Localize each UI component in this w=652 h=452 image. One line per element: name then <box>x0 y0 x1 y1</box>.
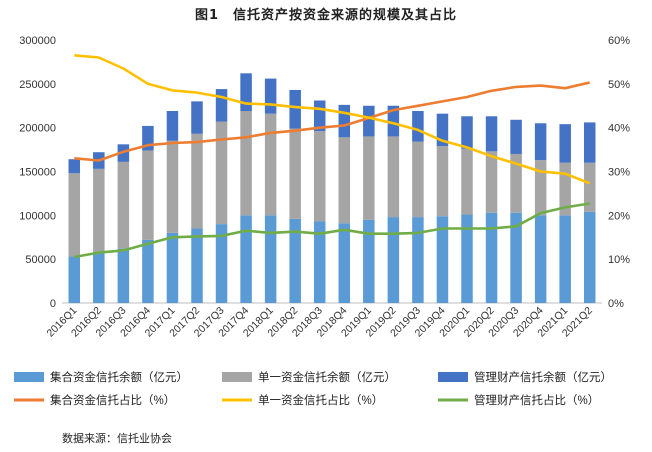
bar-1 <box>117 248 130 303</box>
bar-2 <box>142 150 154 240</box>
legend-label: 管理财产信托占比（%） <box>474 393 599 407</box>
bar-1 <box>68 256 81 303</box>
bar-3 <box>559 124 571 163</box>
chart-title: 图1 信托资产按资金来源的规模及其占比 <box>194 8 458 23</box>
bar-1 <box>338 223 351 303</box>
bar-3 <box>387 105 400 137</box>
bar-1 <box>264 215 277 303</box>
bar-2 <box>166 140 179 233</box>
bar-3 <box>338 104 351 138</box>
legend-label: 集合资金信托余额（亿元） <box>50 370 188 384</box>
bar-2 <box>412 141 424 218</box>
bar-1 <box>166 232 179 303</box>
bar-2 <box>338 137 351 224</box>
bar-1 <box>534 215 547 303</box>
bar-1 <box>313 221 326 303</box>
x-tick-labels: 2016Q12016Q22016Q32016Q42017Q12017Q22017… <box>44 305 594 340</box>
y-right-tick-label: 0% <box>608 298 624 310</box>
legend-label: 管理财产信托余额（亿元） <box>474 370 612 384</box>
y-left-tick-label: 250000 <box>19 79 56 91</box>
y-left-tick-label: 50000 <box>25 254 56 266</box>
bar-2 <box>461 148 473 215</box>
bar-1 <box>510 212 522 303</box>
bar-2 <box>534 160 547 216</box>
y-right-tick-label: 60% <box>608 35 630 47</box>
bar-3 <box>215 89 228 122</box>
bar-1 <box>583 211 596 303</box>
y-left-tick-label: 300000 <box>19 35 56 47</box>
bar-1 <box>461 214 473 303</box>
y-right-tick-label: 50% <box>608 79 630 91</box>
bar-2 <box>485 151 498 213</box>
bar-2 <box>289 128 301 219</box>
bar-2 <box>510 153 522 213</box>
bar-1 <box>240 215 252 303</box>
bar-3 <box>461 116 473 149</box>
legend-swatch <box>222 372 252 382</box>
bar-1 <box>387 217 400 303</box>
bar-1 <box>191 228 203 303</box>
bar-3 <box>534 123 547 161</box>
bar-3 <box>485 116 498 152</box>
bar-3 <box>313 100 326 132</box>
bar-2 <box>387 136 400 218</box>
bar-3 <box>583 122 596 163</box>
bar-2 <box>68 173 81 257</box>
line-series-1 <box>74 81 590 162</box>
bar-1 <box>215 224 228 303</box>
bar-1 <box>363 219 375 303</box>
bar-3 <box>191 101 203 134</box>
bar-3 <box>289 89 301 129</box>
bar-2 <box>583 162 596 212</box>
bar-1 <box>485 212 498 303</box>
bar-1 <box>142 239 154 303</box>
y-right-tick-label: 30% <box>608 167 630 179</box>
bar-1 <box>412 217 424 303</box>
bar-3 <box>68 159 81 174</box>
legend-label: 集合资金信托占比（%） <box>50 393 175 407</box>
legend-swatch <box>438 372 468 382</box>
bar-3 <box>436 113 449 147</box>
bar-2 <box>363 136 375 220</box>
legend: 集合资金信托余额（亿元） 单一资金信托余额（亿元） 管理财产信托余额（亿元） 集合资金… <box>14 370 612 407</box>
bar-1 <box>559 215 571 303</box>
y-left-tick-label: 200000 <box>19 123 56 135</box>
bar-2 <box>264 113 277 216</box>
source-note: 数据来源：信托业协会 <box>62 432 172 445</box>
legend-swatch <box>14 372 44 382</box>
bar-2 <box>117 161 130 249</box>
bar-2 <box>240 111 252 216</box>
legend-label: 单一资金信托余额（亿元） <box>258 370 396 384</box>
bar-1 <box>289 218 301 303</box>
bar-3 <box>363 105 375 137</box>
bar-3 <box>264 78 277 114</box>
y-left-tick-label: 150000 <box>19 167 56 179</box>
bar-3 <box>510 119 522 154</box>
bar-2 <box>93 168 105 254</box>
y-right-tick-label: 10% <box>608 254 630 266</box>
y-left-tick-label: 0 <box>50 298 56 310</box>
bar-3 <box>142 125 154 151</box>
y-left-tick-label: 100000 <box>19 210 56 222</box>
bar-3 <box>166 111 179 141</box>
line-series-2 <box>74 54 591 185</box>
bar-2 <box>559 162 571 216</box>
lines <box>74 54 591 259</box>
line-series-3 <box>74 202 590 259</box>
bar-2 <box>313 131 326 222</box>
bar-3 <box>240 73 252 112</box>
bar-3 <box>412 111 424 142</box>
y-right-tick-label: 20% <box>608 210 630 222</box>
y-right-tick-label: 40% <box>608 123 630 135</box>
bar-1 <box>436 216 449 303</box>
bars <box>68 73 596 303</box>
bar-2 <box>215 121 228 225</box>
axes: 0 50000 100000 150000 200000 250000 300000 0% 10… <box>19 35 630 310</box>
bar-2 <box>436 146 449 217</box>
legend-label: 单一资金信托占比（%） <box>258 393 383 407</box>
bar-2 <box>191 133 203 229</box>
bar-1 <box>93 253 105 303</box>
